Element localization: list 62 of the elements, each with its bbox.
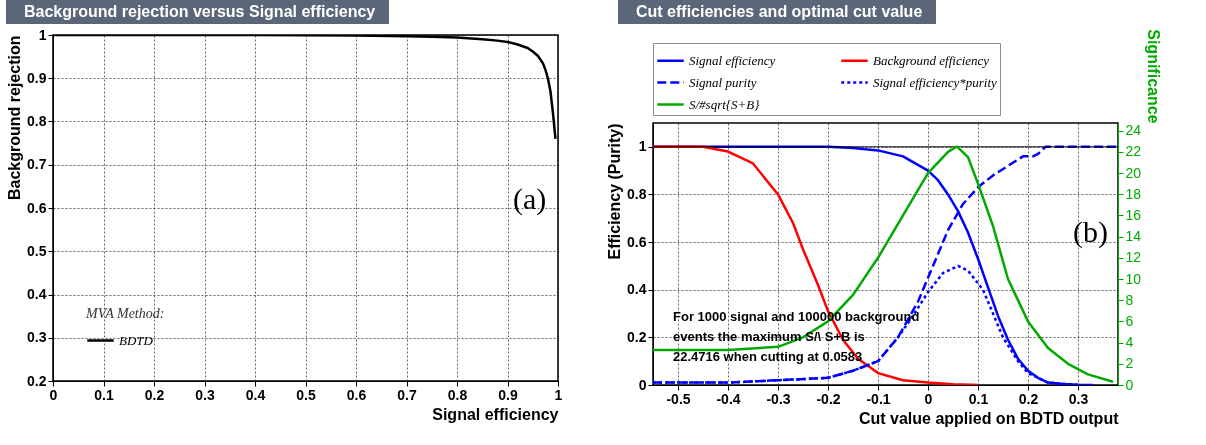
- y2-tick-label: 4: [1125, 334, 1134, 351]
- x-tick-label: 0: [49, 386, 58, 403]
- y-tick-label: 0.9: [27, 69, 47, 86]
- legend-label: Signal efficiency*purity: [873, 74, 998, 90]
- y2-axis-title: Significance: [1145, 29, 1163, 124]
- y-tick-label: 0.2: [27, 372, 47, 389]
- x-tick-label: 0.2: [144, 386, 165, 403]
- y-tick-label: 0.4: [27, 286, 47, 302]
- y2-tick-label: 14: [1125, 228, 1142, 245]
- x-tick-label: 0.7: [397, 386, 417, 403]
- y-axis-title: Efficiency (Purity): [606, 123, 624, 260]
- x-tick-label: 1: [554, 386, 563, 403]
- y2-tick-label: 2: [1125, 355, 1134, 372]
- x-tick-label: 0: [924, 390, 933, 407]
- y-tick-label: 0.7: [27, 156, 47, 173]
- y-tick-label: 0.5: [27, 242, 47, 259]
- legend-label: Signal efficiency: [689, 52, 776, 68]
- x-tick-label: -0.4: [716, 390, 741, 407]
- annotation: (b): [1073, 215, 1108, 249]
- y-tick-label: 0.3: [27, 329, 47, 346]
- annotation: (a): [513, 182, 547, 216]
- y2-tick-label: 22: [1125, 143, 1142, 160]
- x-tick-label: -0.1: [866, 390, 891, 407]
- y2-tick-label: 12: [1125, 249, 1142, 266]
- y-tick-label: 0.8: [627, 185, 647, 202]
- y-tick-label: 0.6: [627, 233, 647, 250]
- legend-label: Background efficiency: [873, 52, 990, 68]
- x-axis-title: Cut value applied on BDTD output: [858, 409, 1120, 427]
- y2-tick-label: 16: [1125, 206, 1142, 223]
- y2-tick-label: 10: [1125, 270, 1142, 287]
- y-tick-label: 0.2: [627, 328, 647, 345]
- y2-tick-label: 20: [1125, 164, 1142, 181]
- legend-label: Signal purity: [689, 74, 757, 90]
- legend-label: S/#sqrt{S+B}: [689, 96, 761, 112]
- y-tick-label: 1: [38, 26, 47, 43]
- x-tick-label: 0.5: [296, 386, 316, 403]
- x-tick-label: 0.9: [498, 386, 518, 403]
- y2-tick-label: 6: [1125, 312, 1134, 329]
- x-tick-label: 0.4: [245, 386, 266, 403]
- y2-tick-label: 8: [1125, 291, 1134, 308]
- y-tick-label: 0.8: [27, 113, 47, 129]
- y2-tick-label: 18: [1125, 185, 1142, 202]
- chart-title: Background rejection versus Signal efficiency: [6, 0, 390, 24]
- x-tick-label: -0.2: [816, 390, 841, 407]
- y-axis-title: Background rejection: [6, 35, 24, 200]
- legend-title: MVA Method:: [85, 306, 165, 321]
- y-tick-label: 1: [638, 138, 647, 155]
- x-tick-label: 0.2: [1018, 390, 1039, 407]
- x-tick-label: 0.1: [94, 386, 114, 403]
- y-tick-label: 0.4: [627, 281, 647, 298]
- y-tick-label: 0.6: [27, 199, 47, 216]
- x-tick-label: -0.5: [666, 390, 691, 407]
- chart-title: Cut efficiencies and optimal cut value: [618, 0, 937, 24]
- x-tick-label: 0.3: [195, 386, 215, 403]
- legend-label: BDTD: [119, 332, 154, 348]
- x-tick-label: 0.3: [1068, 390, 1089, 407]
- x-tick-label: 0.8: [447, 386, 468, 403]
- y2-tick-label: 24: [1125, 122, 1142, 139]
- x-axis-title: Signal efficiency: [432, 405, 559, 423]
- x-tick-label: 0.1: [968, 390, 989, 407]
- x-tick-label: -0.3: [766, 390, 791, 407]
- x-tick-label: 0.6: [346, 386, 367, 403]
